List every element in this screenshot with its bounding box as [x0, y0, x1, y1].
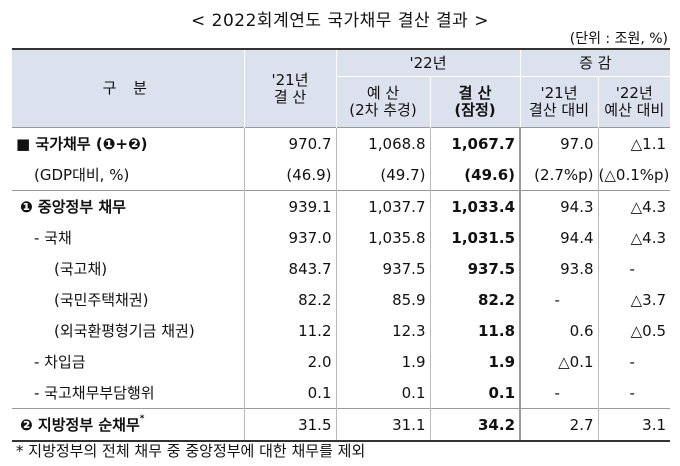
cell-vs-2021: (2.7%p)	[519, 159, 599, 191]
cell-vs-budget: △3.7	[597, 284, 671, 315]
header-vs-2022-budget: '22년 예산 대비	[597, 76, 671, 128]
cell-vs-2021: △0.1	[519, 346, 599, 377]
cell-budget: 85.9	[335, 284, 430, 315]
cell-2021: 843.7	[243, 253, 336, 284]
cell-vs-2021: -	[519, 377, 599, 409]
cell-vs-2021: 94.3	[519, 190, 599, 222]
cell-vs-budget: △4.3	[597, 190, 671, 222]
table-row: (국고채) 843.7 937.5 937.5 93.8 -	[12, 253, 671, 284]
cell-vs-budget: (△0.1%p)	[597, 159, 671, 191]
row-label: (외국환평형기금 채권)	[54, 322, 195, 340]
header-vs-2021: '21년 결산 대비	[519, 76, 599, 128]
cell-budget: 12.3	[335, 315, 430, 346]
cell-budget: 1,068.8	[335, 127, 430, 159]
table-row: (GDP대비, %) (46.9) (49.7) (49.6) (2.7%p) …	[12, 159, 671, 191]
cell-vs-budget: △0.5	[597, 315, 671, 346]
row-label: - 국채	[34, 229, 72, 247]
row-label: ■ 국가채무 (❶+❷)	[12, 127, 244, 159]
header-2021-settlement: '21년 결 산	[243, 48, 336, 128]
national-debt-table: 구 분 '21년 결 산 '22년 증 감 예 산 (2차 추경) 결 산 (잠정) …	[12, 48, 671, 442]
table-row: ■ 국가채무 (❶+❷) 970.7 1,068.8 1,067.7 97.0 …	[12, 127, 671, 159]
cell-2021: 970.7	[243, 127, 336, 159]
cell-2021: 939.1	[243, 190, 336, 222]
row-label: ❶ 중앙정부 채무	[12, 190, 244, 222]
cell-vs-budget: 3.1	[597, 408, 671, 442]
cell-settlement: 34.2	[429, 408, 521, 442]
cell-2021: 31.5	[243, 408, 336, 442]
table-row: - 국채 937.0 1,035.8 1,031.5 94.4 △4.3	[12, 222, 671, 253]
cell-2021: 11.2	[243, 315, 336, 346]
row-label: ❷ 지방정부 순채무*	[12, 408, 244, 442]
table-title: < 2022회계연도 국가채무 결산 결과 >	[191, 11, 489, 31]
table-row: ❷ 지방정부 순채무* 31.5 31.1 34.2 2.7 3.1	[12, 408, 671, 442]
cell-2021: 0.1	[243, 377, 336, 409]
cell-vs-2021: 93.8	[519, 253, 599, 284]
cell-vs-budget: △1.1	[597, 127, 671, 159]
cell-settlement: (49.6)	[429, 159, 521, 191]
table-row: - 차입금 2.0 1.9 1.9 △0.1 -	[12, 346, 671, 377]
row-label: (국고채)	[54, 260, 108, 278]
cell-budget: 31.1	[335, 408, 430, 442]
cell-vs-2021: 2.7	[519, 408, 599, 442]
header-category: 구 분	[12, 48, 244, 128]
cell-budget: 1.9	[335, 346, 430, 377]
cell-budget: 1,037.7	[335, 190, 430, 222]
cell-settlement: 1.9	[429, 346, 521, 377]
cell-vs-budget: -	[597, 253, 671, 284]
cell-settlement: 1,031.5	[429, 222, 521, 253]
cell-2021: 2.0	[243, 346, 336, 377]
cell-2021: 82.2	[243, 284, 336, 315]
row-label: - 차입금	[34, 353, 86, 371]
cell-vs-2021: 97.0	[519, 127, 599, 159]
cell-vs-budget: -	[597, 346, 671, 377]
cell-2021: 937.0	[243, 222, 336, 253]
table-row: - 국고채무부담행위 0.1 0.1 0.1 - -	[12, 377, 671, 409]
cell-settlement: 1,067.7	[429, 127, 521, 159]
table-row: ❶ 중앙정부 채무 939.1 1,037.7 1,033.4 94.3 △4.…	[12, 190, 671, 222]
header-2022: '22년	[335, 48, 521, 77]
row-label: (국민주택채권)	[54, 291, 149, 309]
footnote-marker: *	[139, 414, 145, 424]
header-settlement-provisional: 결 산 (잠정)	[429, 76, 521, 128]
table-row: (국민주택채권) 82.2 85.9 82.2 - △3.7	[12, 284, 671, 315]
cell-settlement: 82.2	[429, 284, 521, 315]
cell-vs-budget: △4.3	[597, 222, 671, 253]
cell-settlement: 1,033.4	[429, 190, 521, 222]
cell-vs-2021: 94.4	[519, 222, 599, 253]
cell-2021: (46.9)	[243, 159, 336, 191]
header-change: 증 감	[519, 48, 671, 77]
footnote: * 지방정부의 전체 채무 중 중앙정부에 대한 채무를 제외	[16, 442, 366, 460]
cell-budget: 937.5	[335, 253, 430, 284]
cell-vs-budget: -	[597, 377, 671, 409]
cell-budget: (49.7)	[335, 159, 430, 191]
cell-budget: 1,035.8	[335, 222, 430, 253]
table-row: (외국환평형기금 채권) 11.2 12.3 11.8 0.6 △0.5	[12, 315, 671, 346]
header-budget: 예 산 (2차 추경)	[335, 76, 430, 128]
row-label: (GDP대비, %)	[34, 166, 130, 184]
cell-settlement: 11.8	[429, 315, 521, 346]
unit-label: (단위 : 조원, %)	[569, 31, 668, 47]
cell-settlement: 0.1	[429, 377, 521, 409]
row-label: - 국고채무부담행위	[34, 384, 155, 402]
cell-budget: 0.1	[335, 377, 430, 409]
cell-vs-2021: -	[519, 284, 599, 315]
cell-vs-2021: 0.6	[519, 315, 599, 346]
cell-settlement: 937.5	[429, 253, 521, 284]
